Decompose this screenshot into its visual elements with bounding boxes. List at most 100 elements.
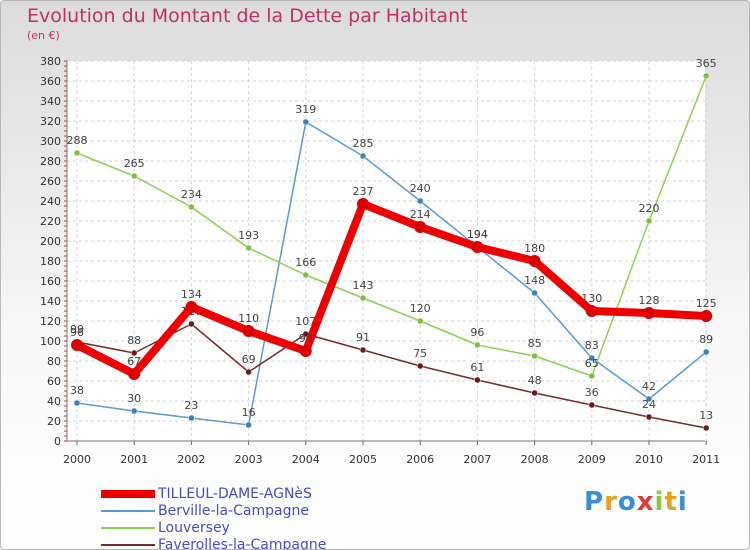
y-tick-label: 0 <box>54 435 61 448</box>
y-tick-label: 380 <box>40 55 61 68</box>
series-line-3 <box>76 323 707 429</box>
data-label-2: 96 <box>470 326 484 339</box>
data-label-0: 237 <box>353 185 374 198</box>
logo-letter: t <box>664 487 678 517</box>
series-point-1 <box>245 421 252 429</box>
data-label-2: 234 <box>181 188 202 201</box>
data-label-1: 38 <box>70 384 84 397</box>
data-label-2: 220 <box>639 202 660 215</box>
y-tick-label: 20 <box>47 415 61 428</box>
data-label-1: 30 <box>127 392 141 405</box>
y-tick-label: 180 <box>40 255 61 268</box>
x-tick-label: 2010 <box>635 453 663 466</box>
data-label-3: 61 <box>470 361 484 374</box>
series-point-3 <box>474 376 481 384</box>
logo-letter: P <box>584 487 605 517</box>
data-label-2: 143 <box>353 279 374 292</box>
proxiti-logo: Proxiti <box>584 487 688 517</box>
data-label-3: 24 <box>642 398 656 411</box>
series-point-0 <box>414 221 427 233</box>
data-label-2: 166 <box>295 256 316 269</box>
x-tick-label: 2007 <box>463 453 491 466</box>
data-label-3: 69 <box>242 353 256 366</box>
series-point-2 <box>702 72 710 80</box>
logo-letter: o <box>617 487 637 517</box>
series-point-0 <box>643 307 655 319</box>
series-point-1 <box>302 118 310 126</box>
legend-label: Berville-la-Campagne <box>158 503 309 519</box>
data-label-2: 85 <box>528 337 542 350</box>
legend-item: Faverolles-la-Campagne <box>101 537 326 549</box>
data-label-3: 99 <box>70 323 84 336</box>
data-label-3: 13 <box>699 409 713 422</box>
logo-letter: i <box>654 487 665 517</box>
y-tick-label: 340 <box>40 95 61 108</box>
legend-swatch <box>101 527 155 529</box>
series-point-0 <box>471 241 484 253</box>
series-point-3 <box>245 368 252 376</box>
series-point-0 <box>528 255 541 267</box>
legend-item: Louversey <box>101 520 230 536</box>
legend-swatch <box>101 510 155 512</box>
data-label-0: 130 <box>581 292 602 305</box>
data-label-3: 88 <box>127 334 141 347</box>
data-label-0: 128 <box>639 294 660 307</box>
data-label-3: 107 <box>295 315 316 328</box>
x-tick-label: 2001 <box>120 453 148 466</box>
x-tick-label: 2003 <box>235 453 263 466</box>
data-label-2: 365 <box>696 57 717 70</box>
data-label-1: 148 <box>524 274 545 287</box>
x-tick-label: 2002 <box>177 453 205 466</box>
y-tick-label: 60 <box>47 375 61 388</box>
data-label-0: 110 <box>238 312 259 325</box>
series-point-3 <box>531 389 538 397</box>
y-tick-label: 40 <box>47 395 61 408</box>
data-label-2: 65 <box>585 357 599 370</box>
series-point-2 <box>302 271 310 279</box>
data-label-0: 214 <box>410 208 431 221</box>
series-point-1 <box>359 152 367 160</box>
data-label-1: 89 <box>699 333 713 346</box>
y-tick-label: 320 <box>40 115 61 128</box>
data-label-0: 96 <box>70 326 84 339</box>
data-label-1: 194 <box>467 228 488 241</box>
data-label-2: 193 <box>238 229 259 242</box>
series-point-0 <box>299 345 312 357</box>
series-line-2 <box>76 75 707 377</box>
series-point-0 <box>128 368 141 380</box>
x-tick-label: 2005 <box>349 453 377 466</box>
series-point-2 <box>645 217 653 225</box>
series-point-1 <box>531 289 538 297</box>
data-label-3: 91 <box>356 331 370 344</box>
y-tick-label: 260 <box>40 175 61 188</box>
data-label-1: 240 <box>410 182 431 195</box>
data-label-1: 83 <box>585 339 599 352</box>
series-point-0 <box>357 198 369 210</box>
data-label-1: 16 <box>242 406 256 419</box>
y-tick-label: 300 <box>40 135 61 148</box>
data-label-0: 67 <box>127 355 141 368</box>
y-tick-label: 360 <box>40 75 61 88</box>
series-point-2 <box>188 203 195 211</box>
legend-swatch <box>101 544 155 546</box>
data-label-2: 265 <box>124 157 145 170</box>
legend-label: Louversey <box>158 520 230 536</box>
series-point-0 <box>242 325 255 337</box>
data-label-1: 42 <box>642 380 656 393</box>
y-tick-label: 280 <box>40 155 61 168</box>
x-tick-label: 2008 <box>521 453 549 466</box>
x-tick-label: 2011 <box>692 453 720 466</box>
legend-item: Berville-la-Campagne <box>101 503 309 519</box>
series-point-0 <box>585 305 598 317</box>
y-tick-label: 240 <box>40 195 61 208</box>
series-point-0 <box>185 301 198 313</box>
series-point-1 <box>702 348 710 356</box>
data-label-1: 319 <box>295 103 316 116</box>
series-point-2 <box>416 317 424 325</box>
data-label-1: 285 <box>353 137 374 150</box>
y-tick-label: 80 <box>47 355 61 368</box>
data-label-0: 194 <box>467 228 488 241</box>
series-point-3 <box>702 424 710 432</box>
